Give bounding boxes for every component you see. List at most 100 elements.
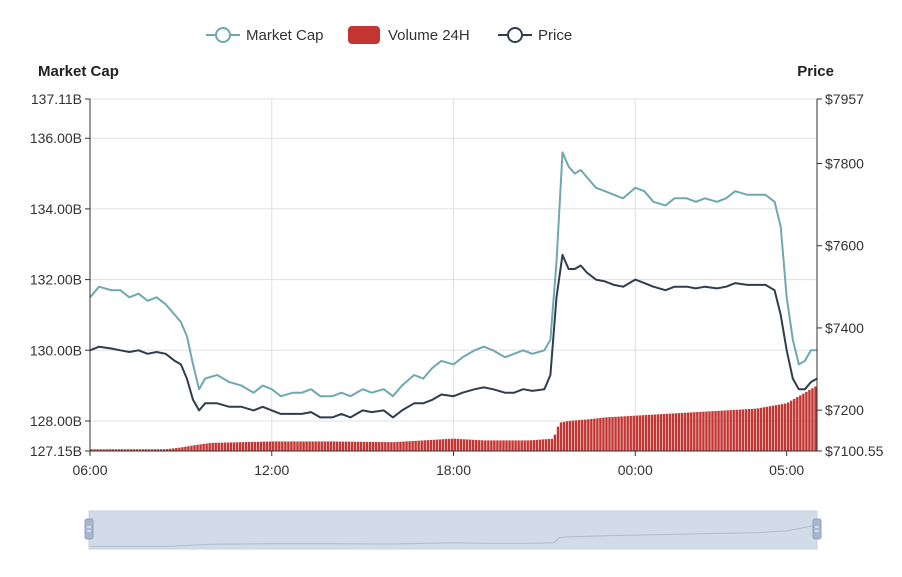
volume-bar	[372, 441, 375, 451]
volume-bar	[468, 439, 472, 451]
volume-bar	[99, 449, 102, 451]
volume-bar	[532, 440, 535, 451]
volume-bar	[150, 449, 154, 451]
volume-bar	[311, 441, 314, 451]
volume-bar	[381, 442, 384, 451]
volume-bar	[129, 449, 133, 451]
volume-bar	[705, 411, 708, 451]
volume-bar	[166, 449, 169, 451]
volume-bar	[323, 441, 326, 451]
volume-bar	[690, 412, 693, 451]
grid-lines	[90, 98, 817, 451]
volume-bar	[114, 449, 117, 451]
volume-bar	[711, 411, 714, 451]
volume-bar	[450, 438, 454, 451]
legend[interactable]: Market Cap Volume 24H Price	[206, 26, 572, 44]
volume-bar	[714, 410, 717, 451]
volume-bar	[471, 439, 475, 451]
volume-bar	[275, 441, 278, 451]
volume-bar	[499, 440, 502, 451]
left-axis-title: Market Cap	[38, 63, 119, 80]
volume-bar	[278, 441, 281, 451]
legend-price[interactable]: Price	[498, 27, 572, 44]
x-tick-label-0: 06:00	[72, 462, 107, 478]
volume-bar	[93, 449, 96, 451]
legend-market-cap-marker	[215, 27, 231, 43]
y-left-tick-label-3: 132.00B	[30, 272, 82, 288]
data-zoom-handle-right-grip[interactable]	[812, 518, 822, 540]
volume-bar	[729, 410, 732, 451]
data-zoom-handle-right[interactable]	[812, 518, 822, 540]
volume-bar	[677, 413, 681, 451]
volume-bar	[502, 440, 505, 451]
volume-bar	[787, 402, 790, 451]
volume-bar	[562, 421, 566, 451]
volume-bar	[111, 449, 114, 451]
data-zoom-handle-left[interactable]	[84, 518, 94, 540]
volume-bar	[350, 441, 354, 451]
y-left-tick-label-2: 130.00B	[30, 342, 82, 358]
volume-bar	[144, 449, 148, 451]
volume-bar	[326, 441, 330, 451]
volume-bar	[378, 442, 381, 451]
volume-bar	[590, 419, 593, 451]
x-tick-label-3: 00:00	[618, 462, 653, 478]
volume-bar	[753, 408, 757, 451]
volume-bar	[359, 441, 363, 451]
volume-bar	[611, 416, 614, 451]
volume-bar	[393, 442, 396, 451]
volume-bar	[617, 416, 620, 451]
volume-bar	[659, 414, 663, 451]
volume-bar	[247, 441, 251, 451]
volume-bar	[102, 449, 105, 451]
volume-bar	[738, 409, 741, 451]
data-zoom-slider[interactable]	[84, 510, 822, 550]
legend-market-cap[interactable]: Market Cap	[206, 27, 324, 44]
volume-bar	[178, 447, 181, 451]
volume-bar	[768, 406, 772, 451]
volume-bar	[226, 442, 230, 451]
volume-bar	[680, 412, 684, 451]
volume-bar	[780, 404, 784, 451]
volume-bar	[747, 409, 751, 451]
volume-bar	[702, 411, 705, 451]
volume-bar	[202, 443, 205, 451]
volume-bar	[284, 441, 287, 451]
volume-bar	[696, 412, 699, 451]
volume-bar	[796, 397, 799, 451]
volume-bar	[478, 440, 481, 451]
volume-bar	[429, 439, 432, 451]
volume-bar	[317, 441, 320, 451]
volume-bar	[741, 409, 744, 451]
volume-bar	[596, 418, 599, 451]
y-left-tick-label-4: 134.00B	[30, 201, 82, 217]
volume-bar	[762, 407, 766, 451]
legend-market-cap-label: Market Cap	[246, 27, 324, 44]
volume-bar	[384, 442, 387, 451]
x-tick-label-2: 18:00	[436, 462, 471, 478]
volume-bar	[759, 407, 763, 451]
volume-bar	[302, 441, 305, 451]
volume-bar	[793, 398, 796, 451]
volume-bar	[402, 441, 405, 451]
volume-bar	[332, 441, 336, 451]
volume-bar	[568, 420, 572, 451]
volume-bar	[420, 440, 423, 451]
volume-bar	[447, 438, 451, 451]
legend-volume[interactable]: Volume 24H	[348, 26, 470, 44]
volume-bar	[217, 442, 220, 451]
volume-bar	[153, 449, 157, 451]
volume-bar	[523, 440, 526, 451]
volume-bar	[290, 441, 293, 451]
volume-bar	[293, 441, 296, 451]
volume-bar	[744, 409, 748, 451]
volume-bar	[105, 449, 108, 451]
right-axis-title: Price	[797, 63, 834, 80]
data-zoom-handle-left-grip[interactable]	[84, 518, 94, 540]
volume-bar	[777, 404, 781, 451]
volume-bar	[487, 440, 490, 451]
volume-bar	[481, 440, 484, 451]
volume-bar	[423, 440, 426, 451]
volume-bar	[632, 415, 635, 451]
volume-bar	[665, 413, 669, 451]
